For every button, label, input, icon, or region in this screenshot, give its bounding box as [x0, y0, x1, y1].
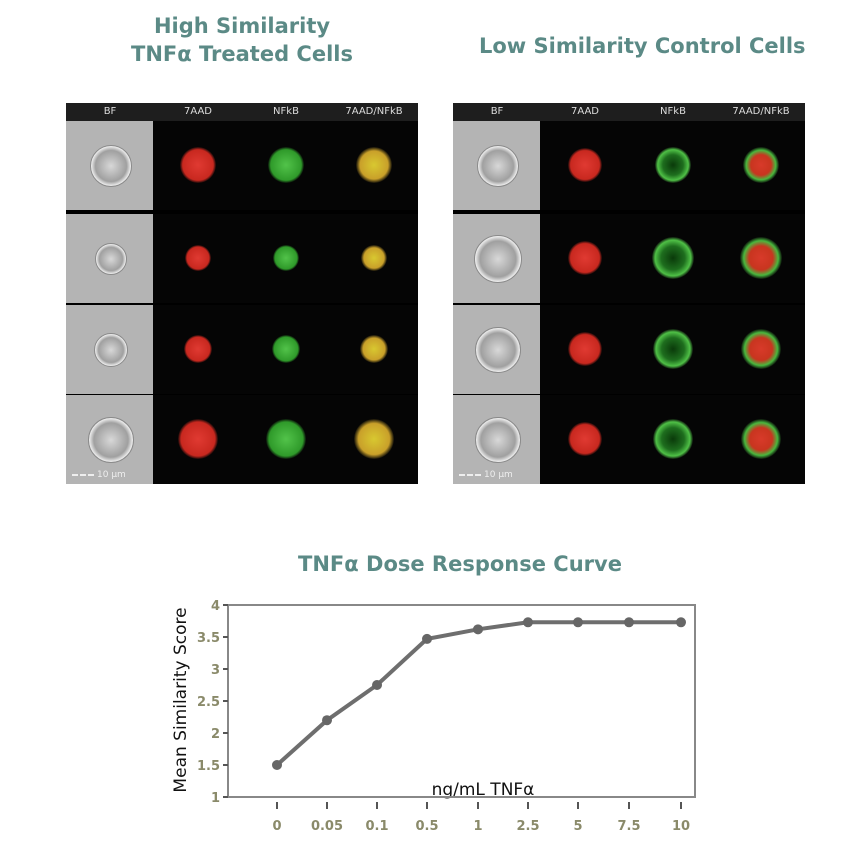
brightfield-cell [94, 333, 128, 367]
brightfield-image: 10 µm [453, 395, 540, 484]
brightfield-cell [88, 417, 134, 463]
data-point [624, 617, 634, 628]
channel-label: NFkB [273, 106, 299, 117]
merged-cell [356, 147, 392, 183]
merged-cell [740, 237, 782, 279]
scale-bar: 10 µm [459, 470, 513, 480]
cell-image-row [453, 121, 805, 210]
scale-bar-label: 10 µm [97, 470, 126, 480]
data-point [473, 624, 483, 635]
nfkb-cell [653, 419, 693, 459]
x-tick-label: 1 [473, 819, 482, 834]
scale-bar-label: 10 µm [484, 470, 513, 480]
channel-label: BF [490, 106, 504, 117]
merged-cell [741, 419, 781, 459]
merged-cell [743, 147, 779, 183]
7aad-cell [568, 148, 602, 182]
7aad-cell [568, 422, 602, 456]
brightfield-image [66, 121, 153, 210]
nfkb-cell [273, 245, 299, 271]
y-axis-label: Mean Similarity Score [171, 607, 191, 792]
y-tick-label: 3 [211, 663, 220, 678]
7aad-cell [180, 147, 216, 183]
data-point [573, 617, 583, 628]
merged-cell [360, 335, 388, 363]
brightfield-cell [477, 145, 519, 187]
nfkb-cell [652, 237, 694, 279]
channel-label: 7AAD [570, 106, 600, 117]
y-tick-label: 3.5 [197, 631, 220, 646]
merged-cell [741, 329, 781, 369]
brightfield-image [453, 121, 540, 210]
left-panel-title: High Similarity TNFα Treated Cells [66, 12, 418, 68]
control-cells-panel: BF 7AAD NFkB 7AAD/NFkB 10 µm [453, 103, 805, 484]
7aad-cell [185, 245, 211, 271]
merged-cell [354, 419, 394, 459]
cell-image-row [453, 305, 805, 394]
brightfield-image [66, 305, 153, 394]
brightfield-cell [474, 235, 522, 283]
cell-image-row [453, 214, 805, 303]
treated-cells-panel: BF 7AAD NFkB 7AAD/NFkB 10 µm [66, 103, 418, 484]
x-tick-label: 0 [272, 819, 281, 834]
x-tick-label: 0.05 [311, 819, 343, 834]
nfkb-cell [653, 329, 693, 369]
scale-bar: 10 µm [72, 470, 126, 480]
brightfield-image [453, 305, 540, 394]
brightfield-image: 10 µm [66, 395, 153, 484]
x-tick-label: 10 [672, 819, 690, 834]
nfkb-cell [266, 419, 306, 459]
brightfield-cell [475, 417, 521, 463]
data-point [372, 680, 382, 690]
y-tick-label: 1.5 [197, 759, 220, 774]
right-panel-title: Low Similarity Control Cells [479, 34, 806, 58]
channel-label: BF [103, 106, 117, 117]
title-line-2: TNFα Treated Cells [131, 42, 353, 66]
cell-image-row [66, 121, 418, 210]
brightfield-cell [475, 327, 521, 373]
data-point [523, 617, 533, 628]
7aad-cell [178, 419, 218, 459]
nfkb-cell [268, 147, 304, 183]
brightfield-cell [90, 145, 132, 187]
data-point [676, 617, 686, 628]
data-point [322, 715, 332, 726]
chart-title: TNFα Dose Response Curve [298, 552, 622, 576]
brightfield-image [66, 214, 153, 303]
x-tick-label: 0.5 [415, 819, 438, 834]
x-tick-label: 5 [573, 819, 582, 834]
nfkb-cell [655, 147, 691, 183]
7aad-cell [568, 332, 602, 366]
title-line-1: High Similarity [153, 14, 331, 38]
y-tick-label: 1 [211, 791, 220, 806]
7aad-cell [568, 241, 602, 275]
channel-header: BF 7AAD NFkB 7AAD/NFkB [66, 103, 418, 121]
merged-cell [361, 245, 387, 271]
nfkb-cell [272, 335, 300, 363]
channel-label: 7AAD [183, 106, 213, 117]
7aad-cell [184, 335, 212, 363]
brightfield-image [453, 214, 540, 303]
y-tick-label: 4 [211, 599, 220, 614]
x-tick-label: 2.5 [516, 819, 539, 834]
cell-image-row: 10 µm [66, 395, 418, 484]
brightfield-cell [95, 243, 127, 275]
channel-label: 7AAD/NFkB [345, 106, 403, 117]
data-point [272, 760, 282, 770]
channel-label: NFkB [660, 106, 686, 117]
x-axis-label: ng/mL TNFα [432, 780, 535, 800]
cell-image-row: 10 µm [453, 395, 805, 484]
cell-image-row [66, 305, 418, 394]
channel-label: 7AAD/NFkB [732, 106, 790, 117]
y-tick-label: 2 [211, 727, 220, 742]
y-tick-label: 2.5 [197, 695, 220, 710]
channel-header: BF 7AAD NFkB 7AAD/NFkB [453, 103, 805, 121]
data-point [422, 633, 432, 644]
x-tick-label: 0.1 [365, 819, 388, 834]
plot-frame [227, 604, 696, 798]
cell-image-row [66, 214, 418, 303]
series-line [275, 620, 681, 767]
x-tick-label: 7.5 [617, 819, 640, 834]
